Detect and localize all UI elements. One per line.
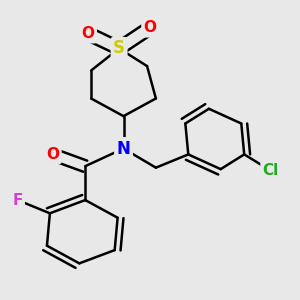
Text: F: F <box>12 193 23 208</box>
Text: S: S <box>113 39 125 57</box>
Text: N: N <box>117 140 130 158</box>
Text: O: O <box>143 20 157 35</box>
Text: O: O <box>46 147 59 162</box>
Text: O: O <box>82 26 95 41</box>
Text: Cl: Cl <box>262 163 279 178</box>
